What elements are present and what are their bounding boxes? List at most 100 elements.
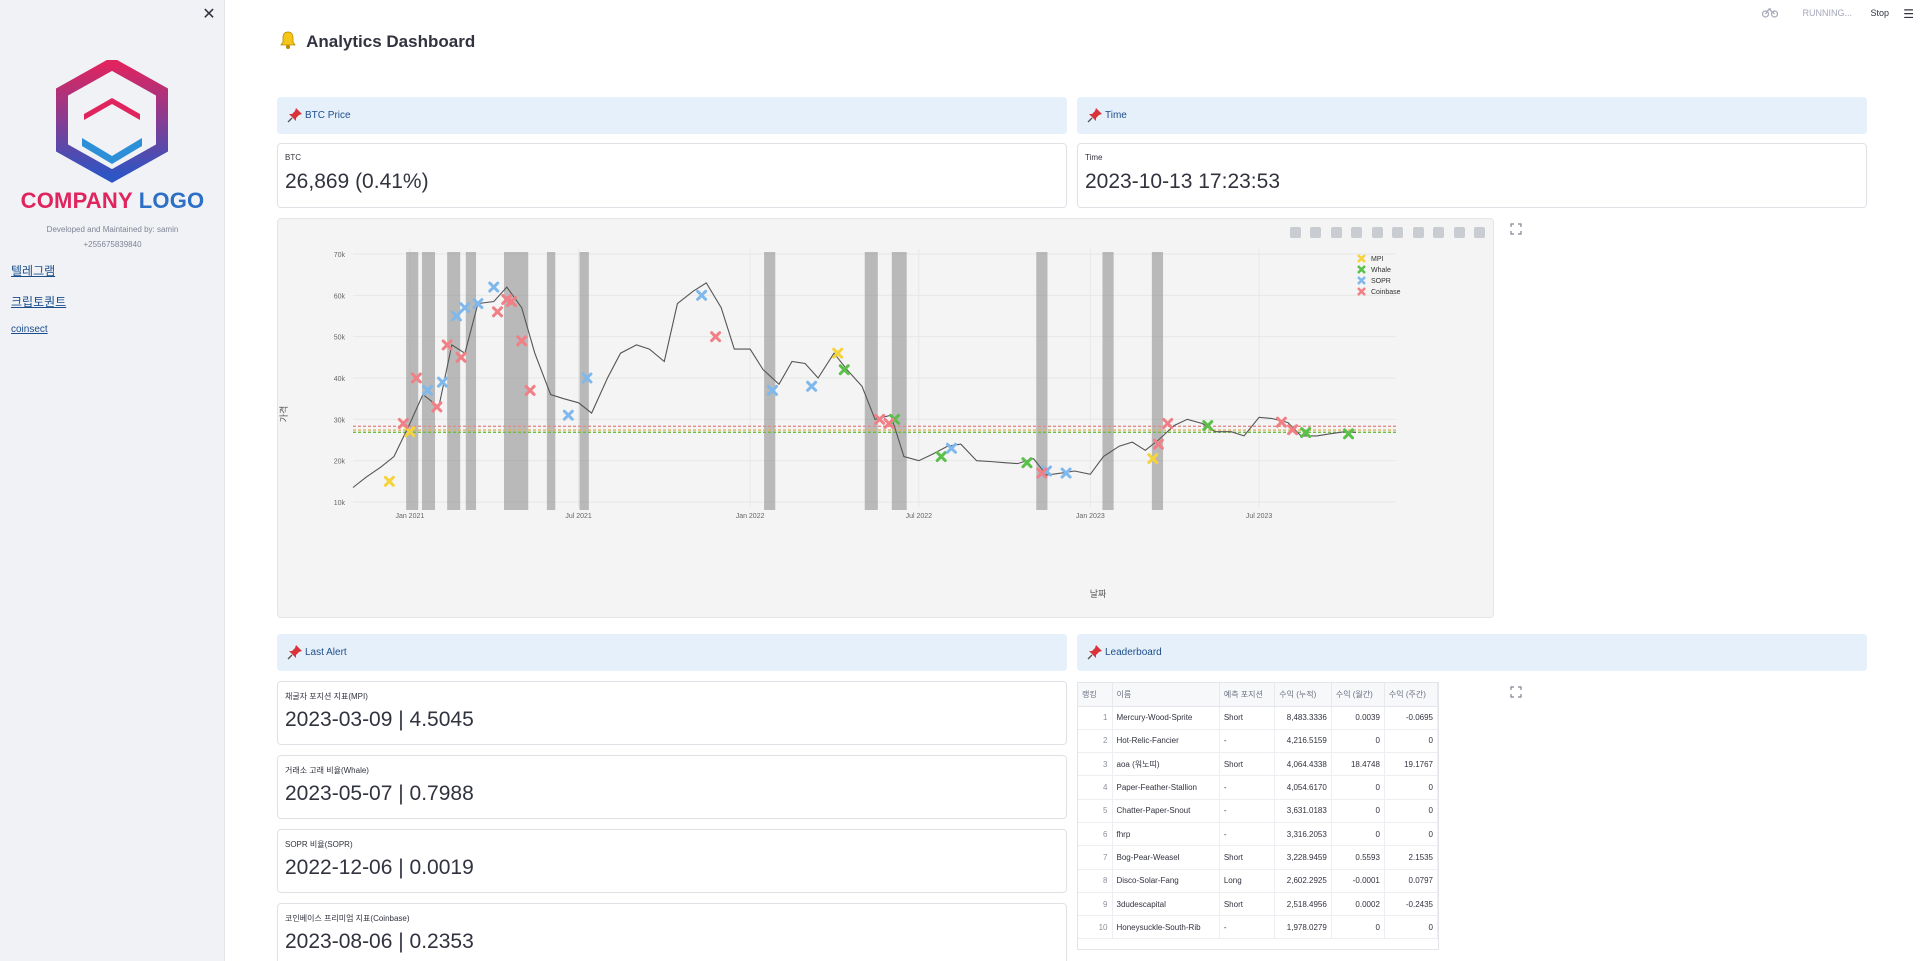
chart-x-axis-label: 날짜: [1090, 589, 1107, 599]
fullscreen-table-icon[interactable]: [1510, 686, 1522, 698]
chart-marker-mpi[interactable]: [1147, 453, 1159, 465]
chart-marker-sopr[interactable]: [766, 384, 778, 396]
chart-marker-coinbase[interactable]: [1036, 467, 1048, 479]
chart-y-tick-label: 50k: [334, 335, 346, 342]
chart-marker-whale[interactable]: [1202, 420, 1214, 432]
table-cell: 6: [1078, 822, 1113, 847]
column-header[interactable]: 수익 (월간): [1331, 683, 1385, 707]
legend-item-sopr[interactable]: SOPR: [1357, 276, 1391, 285]
table-row[interactable]: 5 Chatter-Paper-Snout -3,631.0183 0 0: [1078, 799, 1438, 823]
chart-marker-coinbase[interactable]: [397, 417, 409, 429]
close-sidebar-icon[interactable]: ✕: [202, 6, 216, 23]
chart-marker-coinbase[interactable]: [455, 351, 467, 363]
chart-marker-whale[interactable]: [1300, 427, 1312, 439]
btc-price-chart[interactable]: 10k 20k 30k 40k 50k 60k 70k Jan 2021 Jul 2021 Jan…: [277, 218, 1494, 618]
camera-icon[interactable]: [1289, 227, 1301, 238]
chart-marker-coinbase[interactable]: [710, 331, 722, 343]
table-row[interactable]: 10 Honeysuckle-South-Rib -1,978.0279 0 0: [1078, 915, 1438, 940]
chart-marker-sopr[interactable]: [422, 384, 434, 396]
company-logo-icon: [56, 60, 168, 183]
chart-shaded-range: [504, 252, 529, 510]
chart-marker-coinbase[interactable]: [1162, 417, 1174, 429]
chart-shaded-range: [891, 252, 907, 510]
table-row[interactable]: 4 Paper-Feather-Stallion -4,054.6170 0 0: [1078, 775, 1438, 800]
chart-marker-mpi[interactable]: [383, 475, 395, 487]
reset-axes-icon[interactable]: [1453, 227, 1465, 238]
fullscreen-chart-icon[interactable]: [1510, 223, 1522, 235]
lasso-icon[interactable]: [1371, 227, 1383, 238]
alert-label: 거래소 고래 비율(Whale): [285, 766, 369, 775]
legend-item-whale[interactable]: Whale: [1357, 265, 1391, 274]
leaderboard-table[interactable]: 랭킹 이름 예측 포지션 수익 (누적) 수익 (월간) 수익 (주간) 1 Me…: [1077, 682, 1439, 950]
chart-marker-coinbase[interactable]: [1287, 424, 1299, 436]
chart-marker-coinbase[interactable]: [874, 413, 886, 425]
chart-marker-sopr[interactable]: [562, 409, 574, 421]
chart-marker-coinbase[interactable]: [1152, 438, 1164, 450]
chart-marker-sopr[interactable]: [488, 281, 500, 293]
table-cell: fhrp: [1112, 822, 1220, 847]
table-row[interactable]: 1 Mercury-Wood-Sprite Short 8,483.3336 0.003…: [1078, 706, 1438, 730]
chart-marker-sopr[interactable]: [806, 380, 818, 392]
chart-marker-coinbase[interactable]: [431, 401, 443, 413]
column-header[interactable]: 수익 (주간): [1384, 683, 1438, 707]
chart-marker-coinbase[interactable]: [524, 384, 536, 396]
table-cell: -: [1219, 799, 1276, 823]
chart-marker-sopr[interactable]: [436, 376, 448, 388]
table-row[interactable]: 8 Disco-Solar-Fang Long 2,602.2925 -0.0001 0.…: [1078, 869, 1438, 893]
chart-x-tick-label: Jan 2023: [1076, 513, 1105, 520]
chart-marker-whale[interactable]: [1343, 428, 1355, 440]
chart-marker-whale[interactable]: [838, 364, 850, 376]
chart-marker-sopr[interactable]: [945, 442, 957, 454]
chart-marker-mpi[interactable]: [832, 347, 844, 359]
pan-icon[interactable]: [1330, 227, 1342, 238]
chart-marker-coinbase[interactable]: [516, 335, 528, 347]
sidebar-link-cryptoquant[interactable]: 크립토퀀트: [11, 295, 67, 309]
chart-marker-sopr[interactable]: [581, 372, 593, 384]
legend-item-mpi[interactable]: MPI: [1357, 254, 1384, 263]
stop-button[interactable]: Stop: [1870, 8, 1889, 18]
chart-marker-coinbase[interactable]: [491, 306, 503, 318]
box-select-icon[interactable]: [1351, 227, 1363, 238]
table-cell: 7: [1078, 845, 1113, 870]
column-header[interactable]: 랭킹: [1078, 683, 1113, 707]
chart-legend[interactable]: MPI Whale SOPR Coinbase: [1357, 254, 1401, 296]
table-row[interactable]: 7 Bog-Pear-Weasel Short 3,228.9459 0.5593 2.1…: [1078, 845, 1438, 870]
hamburger-menu-icon[interactable]: ☰: [1903, 7, 1914, 21]
running-status: RUNNING...: [1802, 8, 1853, 18]
chart-marker-coinbase[interactable]: [883, 417, 895, 429]
chart-marker-whale[interactable]: [1021, 457, 1033, 469]
chart-marker-whale[interactable]: [935, 451, 947, 463]
table-cell: 0.0797: [1384, 869, 1438, 893]
chart-marker-sopr[interactable]: [450, 310, 462, 322]
chart-plot-area[interactable]: 10k 20k 30k 40k 50k 60k 70k Jan 2021 Jul 2021 Jan…: [278, 219, 1493, 617]
zoom-out-icon[interactable]: [1412, 227, 1424, 238]
chart-marker-coinbase[interactable]: [505, 296, 517, 308]
chart-marker-sopr[interactable]: [1060, 467, 1072, 479]
chart-marker-mpi[interactable]: [404, 426, 416, 438]
table-row[interactable]: 6 fhrp -3,316.2053 0 0: [1078, 822, 1438, 847]
chart-shaded-ranges: [406, 252, 1164, 510]
chart-marker-coinbase[interactable]: [410, 372, 422, 384]
sidebar-link-coinsect[interactable]: coinsect: [11, 324, 48, 335]
chart-marker-sopr[interactable]: [696, 289, 708, 301]
column-header[interactable]: 수익 (누적): [1274, 683, 1332, 707]
chart-marker-sopr[interactable]: [459, 302, 471, 314]
legend-item-coinbase[interactable]: Coinbase: [1357, 287, 1401, 296]
plotly-logo-icon[interactable]: [1474, 227, 1485, 238]
zoom-icon[interactable]: [1310, 227, 1322, 238]
column-header[interactable]: 이름: [1112, 683, 1220, 707]
autoscale-icon[interactable]: [1433, 227, 1445, 238]
developed-by-text: Developed and Maintained by: samin: [46, 225, 179, 234]
chart-marker-coinbase[interactable]: [1275, 416, 1287, 428]
table-row[interactable]: 9 3dudescapital Short 2,518.4956 0.0002 -0.24…: [1078, 892, 1438, 917]
chart-marker-coinbase[interactable]: [441, 339, 453, 351]
table-cell: 0.0039: [1331, 706, 1385, 730]
table-cell: 3,228.9459: [1274, 845, 1332, 870]
table-row[interactable]: 2 Hot-Relic-Fancier -4,216.5159 0 0: [1078, 729, 1438, 754]
zoom-in-icon[interactable]: [1392, 227, 1404, 238]
chart-marker-sopr[interactable]: [472, 298, 484, 310]
column-header[interactable]: 예측 포지션: [1219, 683, 1276, 707]
table-row[interactable]: 3 aoa (워노띠) Short 4,064.4338 18.4748 19.1767: [1078, 752, 1438, 777]
sidebar-link-telegram[interactable]: 텔레그램: [11, 264, 56, 278]
table-cell: 8: [1078, 869, 1113, 893]
